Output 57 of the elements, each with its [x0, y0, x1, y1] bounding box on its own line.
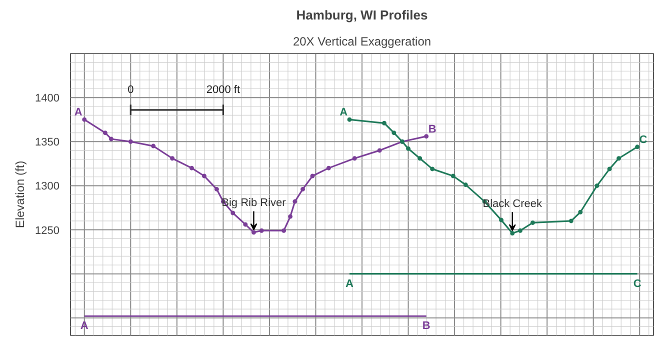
- point: [292, 199, 298, 204]
- point: [189, 166, 194, 170]
- y-tick-label: 1300: [35, 180, 60, 193]
- point: [578, 210, 583, 214]
- annotation: A: [74, 106, 82, 119]
- point: [377, 148, 382, 153]
- y-tick-label: 1250: [35, 224, 60, 237]
- point: [518, 228, 522, 233]
- point: [568, 218, 574, 224]
- point: [430, 166, 435, 172]
- point: [499, 218, 504, 222]
- y-tick-label: 1350: [35, 136, 60, 149]
- point: [300, 186, 306, 192]
- point: [510, 231, 515, 236]
- point: [347, 117, 352, 122]
- x-tick-label: 0: [128, 84, 134, 96]
- point: [82, 117, 87, 122]
- annotation: A: [80, 320, 88, 332]
- point: [102, 130, 108, 136]
- point: [259, 228, 264, 233]
- chart-title: Hamburg, WI Profiles: [296, 8, 428, 22]
- annotation: B: [422, 320, 430, 332]
- point: [310, 174, 315, 178]
- y-tick-label: 1400: [35, 92, 60, 105]
- annotation: B: [428, 123, 436, 136]
- point: [326, 166, 331, 170]
- point: [392, 130, 396, 136]
- point: [406, 146, 411, 151]
- annotation: A: [346, 278, 354, 290]
- y-axis-title: Elevation (ft): [13, 160, 28, 228]
- point: [202, 174, 206, 178]
- point: [214, 186, 219, 192]
- point: [230, 210, 236, 216]
- point: [463, 182, 468, 188]
- point: [450, 174, 456, 178]
- point: [530, 220, 535, 225]
- x-tick-label: 2000 ft: [206, 84, 240, 96]
- point: [282, 228, 286, 233]
- point: [616, 156, 622, 161]
- point: [243, 222, 248, 227]
- point: [607, 166, 612, 172]
- point: [288, 214, 293, 219]
- point: [424, 134, 429, 139]
- point: [151, 144, 156, 148]
- point: [251, 230, 256, 235]
- point: [170, 156, 175, 161]
- point: [594, 183, 600, 188]
- point: [635, 144, 640, 150]
- annotation: C: [633, 278, 642, 290]
- point: [418, 156, 422, 161]
- point: [128, 139, 133, 144]
- annotation: A: [340, 106, 348, 119]
- chart-subtitle: 20X Vertical Exaggeration: [292, 34, 432, 48]
- point: [352, 156, 357, 161]
- point: [382, 120, 386, 126]
- point: [108, 136, 114, 142]
- annotation: C: [639, 134, 648, 146]
